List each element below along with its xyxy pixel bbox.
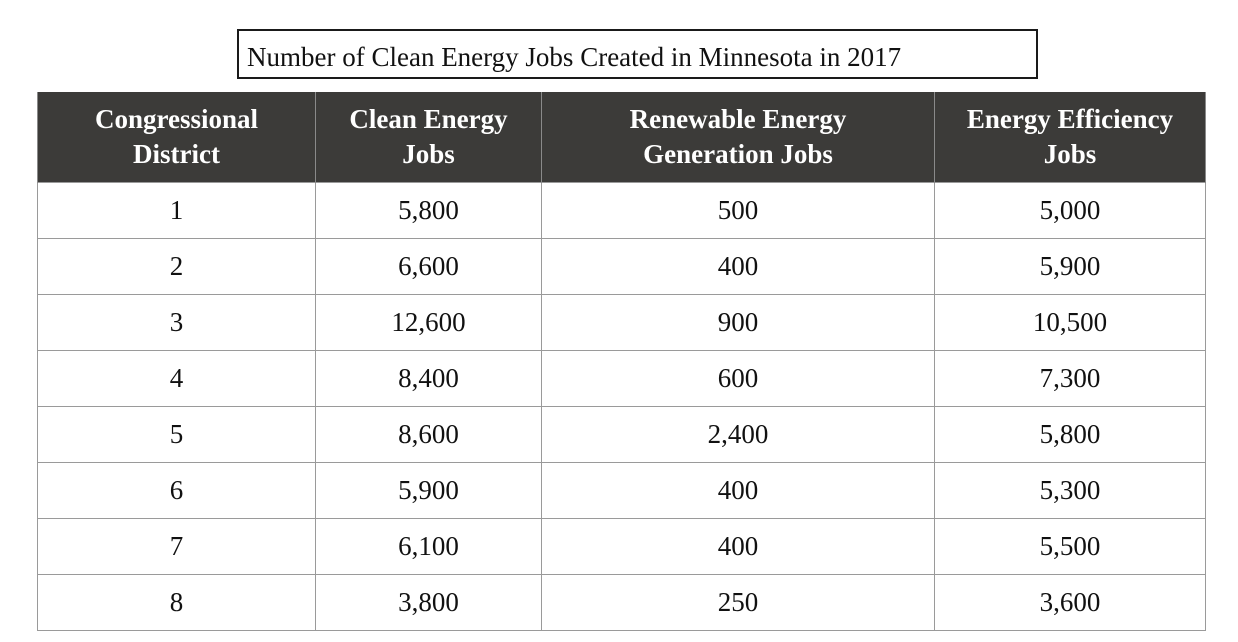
header-line: Energy Efficiency bbox=[966, 103, 1174, 134]
cell-district: 8 bbox=[37, 573, 316, 631]
cell-energy-efficiency-jobs: 5,800 bbox=[934, 405, 1206, 463]
cell-energy-efficiency-jobs: 5,500 bbox=[934, 517, 1206, 575]
table-row: 4 8,400 600 7,300 bbox=[37, 349, 1206, 407]
cell-renewable-generation-jobs: 900 bbox=[541, 293, 935, 351]
jobs-table: Congressional District Clean Energy Jobs… bbox=[37, 92, 1206, 631]
cell-energy-efficiency-jobs: 5,900 bbox=[934, 237, 1206, 295]
cell-energy-efficiency-jobs: 5,300 bbox=[934, 461, 1206, 519]
header-line: District bbox=[133, 138, 220, 169]
header-line: Congressional bbox=[94, 103, 259, 134]
cell-clean-energy-jobs: 6,600 bbox=[315, 237, 542, 295]
cell-renewable-generation-jobs: 2,400 bbox=[541, 405, 935, 463]
cell-energy-efficiency-jobs: 10,500 bbox=[934, 293, 1206, 351]
cell-clean-energy-jobs: 5,900 bbox=[315, 461, 542, 519]
cell-clean-energy-jobs: 8,400 bbox=[315, 349, 542, 407]
table-row: 3 12,600 900 10,500 bbox=[37, 293, 1206, 351]
data-table-container: Congressional District Clean Energy Jobs… bbox=[37, 92, 1206, 631]
cell-district: 2 bbox=[37, 237, 316, 295]
cell-district: 7 bbox=[37, 517, 316, 575]
table-row: 6 5,900 400 5,300 bbox=[37, 461, 1206, 519]
header-renewable-energy-generation-jobs: Renewable Energy Generation Jobs bbox=[541, 92, 935, 182]
cell-district: 4 bbox=[37, 349, 316, 407]
table-row: 8 3,800 250 3,600 bbox=[37, 573, 1206, 631]
header-energy-efficiency-jobs: Energy Efficiency Jobs bbox=[934, 92, 1206, 182]
header-line: Clean Energy bbox=[349, 103, 508, 134]
cell-clean-energy-jobs: 3,800 bbox=[315, 573, 542, 631]
header-congressional-district: Congressional District bbox=[37, 92, 316, 182]
cell-district: 3 bbox=[37, 293, 316, 351]
cell-energy-efficiency-jobs: 3,600 bbox=[934, 573, 1206, 631]
table-row: 5 8,600 2,400 5,800 bbox=[37, 405, 1206, 463]
cell-clean-energy-jobs: 6,100 bbox=[315, 517, 542, 575]
cell-district: 5 bbox=[37, 405, 316, 463]
cell-renewable-generation-jobs: 600 bbox=[541, 349, 935, 407]
cell-clean-energy-jobs: 8,600 bbox=[315, 405, 542, 463]
table-body: 1 5,800 500 5,000 2 6,600 400 5,900 3 12… bbox=[37, 181, 1206, 631]
cell-renewable-generation-jobs: 400 bbox=[541, 237, 935, 295]
cell-renewable-generation-jobs: 400 bbox=[541, 461, 935, 519]
cell-renewable-generation-jobs: 250 bbox=[541, 573, 935, 631]
cell-energy-efficiency-jobs: 7,300 bbox=[934, 349, 1206, 407]
header-row: Congressional District Clean Energy Jobs… bbox=[37, 92, 1206, 182]
cell-energy-efficiency-jobs: 5,000 bbox=[934, 181, 1206, 239]
table-row: 2 6,600 400 5,900 bbox=[37, 237, 1206, 295]
cell-renewable-generation-jobs: 400 bbox=[541, 517, 935, 575]
header-line: Generation Jobs bbox=[643, 138, 833, 169]
cell-district: 6 bbox=[37, 461, 316, 519]
header-line: Jobs bbox=[1043, 138, 1097, 169]
cell-clean-energy-jobs: 12,600 bbox=[315, 293, 542, 351]
cell-district: 1 bbox=[37, 181, 316, 239]
table-header: Congressional District Clean Energy Jobs… bbox=[37, 92, 1206, 182]
header-clean-energy-jobs: Clean Energy Jobs bbox=[315, 92, 542, 182]
header-line: Jobs bbox=[402, 138, 455, 169]
table-row: 7 6,100 400 5,500 bbox=[37, 517, 1206, 575]
table-row: 1 5,800 500 5,000 bbox=[37, 181, 1206, 239]
cell-clean-energy-jobs: 5,800 bbox=[315, 181, 542, 239]
table-title: Number of Clean Energy Jobs Created in M… bbox=[237, 29, 1038, 79]
cell-renewable-generation-jobs: 500 bbox=[541, 181, 935, 239]
header-line: Renewable Energy bbox=[629, 103, 847, 134]
